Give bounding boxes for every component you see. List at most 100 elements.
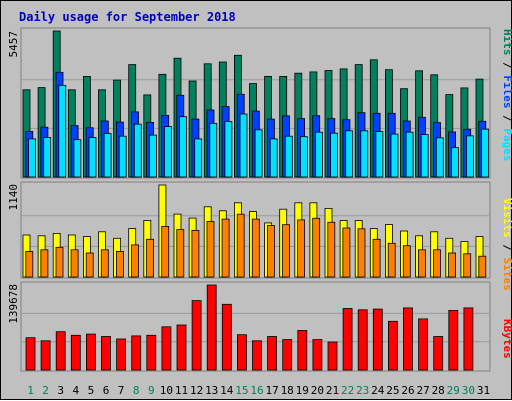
bar-sites-day-31 (478, 255, 487, 278)
x-tick-day-27: 27 (416, 384, 429, 397)
bar-sites-day-23 (357, 228, 366, 278)
x-tick-day-14: 14 (220, 384, 234, 397)
bar-kbytes-day-9 (146, 334, 157, 371)
x-tick-day-25: 25 (386, 384, 399, 397)
bar-kbytes-day-14 (221, 303, 232, 371)
bar-pages-day-27 (420, 134, 429, 178)
x-tick-day-6: 6 (103, 384, 110, 397)
x-tick-day-24: 24 (371, 384, 385, 397)
bar-sites-day-30 (463, 253, 472, 278)
bar-sites-day-29 (448, 252, 457, 278)
bar-kbytes-day-16 (252, 340, 262, 371)
x-tick-day-22: 22 (341, 384, 354, 397)
x-tick-day-28: 28 (432, 384, 445, 397)
bar-pages-day-7 (118, 135, 127, 178)
bar-kbytes-day-15 (236, 334, 247, 371)
legend-files: Files (501, 75, 512, 108)
legend-sep-3: / (501, 238, 512, 258)
bar-kbytes-day-20 (312, 339, 323, 371)
bar-sites-day-13 (206, 221, 215, 278)
bar-kbytes-day-25 (387, 320, 398, 371)
ymax-label-visits: 1140 (7, 184, 20, 211)
bar-sites-day-5 (85, 252, 94, 278)
bar-pages-day-6 (103, 133, 112, 178)
bar-pages-day-20 (315, 131, 323, 178)
bar-sites-day-26 (402, 245, 411, 278)
legend-kbytes-group: KBytes (501, 319, 512, 359)
legend-sites: Sites (501, 258, 512, 291)
legend-sep-1: / (501, 56, 512, 76)
bar-kbytes-day-2 (40, 340, 51, 371)
svg-text:Hits / Files / Pages: Hits / Files / Pages (501, 29, 512, 162)
x-tick-day-26: 26 (401, 384, 414, 397)
bar-pages-day-18 (284, 135, 293, 178)
bar-kbytes-day-24 (372, 308, 383, 371)
x-tick-day-13: 13 (205, 384, 218, 397)
bar-pages-day-25 (390, 133, 399, 178)
bar-pages-day-15 (239, 113, 248, 178)
bar-pages-day-29 (450, 147, 459, 178)
bar-kbytes-day-21 (327, 341, 338, 371)
bar-kbytes-day-18 (282, 339, 293, 371)
bar-kbytes-day-28 (433, 336, 444, 371)
x-tick-day-16: 16 (250, 384, 263, 397)
bar-kbytes-day-3 (55, 331, 66, 371)
bar-sites-day-16 (251, 218, 260, 278)
bar-sites-day-9 (146, 238, 155, 278)
bar-kbytes-day-22 (342, 308, 353, 371)
bar-sites-day-4 (70, 249, 79, 278)
bar-pages-day-31 (481, 128, 490, 178)
svg-text:KBytes: KBytes (501, 319, 512, 359)
bar-sites-day-24 (372, 238, 381, 278)
bar-kbytes-day-30 (463, 307, 474, 371)
x-tick-day-12: 12 (190, 384, 203, 397)
bar-pages-day-23 (360, 130, 369, 178)
bar-pages-day-10 (164, 126, 172, 178)
legend-pages: Pages (501, 128, 512, 161)
bar-pages-day-22 (345, 130, 354, 178)
bar-kbytes-day-6 (101, 336, 111, 371)
bar-sites-day-17 (266, 225, 275, 278)
bar-sites-day-22 (342, 227, 351, 278)
bar-sites-day-19 (297, 219, 306, 278)
x-tick-day-17: 17 (265, 384, 278, 397)
bar-pages-day-17 (269, 138, 278, 178)
bar-sites-day-2 (40, 249, 49, 278)
bar-kbytes-day-23 (357, 309, 368, 371)
x-tick-day-3: 3 (57, 384, 64, 397)
bar-sites-day-1 (25, 250, 34, 278)
bar-sites-day-12 (191, 229, 200, 278)
x-tick-day-31: 31 (477, 384, 490, 397)
bar-sites-day-21 (327, 221, 336, 278)
ymax-label-kbytes: 139678 (7, 284, 20, 324)
bar-pages-day-26 (405, 131, 414, 178)
bar-pages-day-21 (330, 132, 339, 178)
x-tick-day-5: 5 (88, 384, 95, 397)
bar-pages-day-30 (466, 135, 474, 178)
bar-kbytes-day-29 (448, 309, 459, 371)
bar-kbytes-day-1 (25, 337, 36, 371)
bar-pages-day-9 (148, 134, 157, 178)
bar-kbytes-day-13 (206, 284, 217, 371)
bar-sites-day-10 (161, 225, 170, 278)
bar-kbytes-day-4 (70, 334, 81, 371)
bar-kbytes-day-12 (191, 300, 202, 371)
bar-kbytes-day-17 (267, 336, 278, 371)
svg-text:Visits / Sites: Visits / Sites (501, 198, 512, 291)
bar-kbytes-day-8 (131, 335, 142, 371)
x-tick-day-30: 30 (462, 384, 475, 397)
bar-pages-day-28 (435, 137, 444, 178)
x-tick-day-20: 20 (311, 384, 324, 397)
legend-hits-files-pages: Hits / Files / Pages (501, 29, 512, 162)
bar-pages-day-1 (28, 138, 37, 178)
bar-sites-day-18 (282, 224, 290, 278)
bar-kbytes-day-7 (116, 338, 126, 371)
bar-sites-day-7 (116, 250, 124, 278)
x-tick-day-18: 18 (281, 384, 294, 397)
bar-pages-day-8 (133, 123, 142, 178)
x-tick-day-9: 9 (148, 384, 155, 397)
bar-sites-day-20 (312, 217, 321, 278)
bar-sites-day-8 (131, 244, 139, 278)
bar-pages-day-3 (58, 85, 67, 178)
